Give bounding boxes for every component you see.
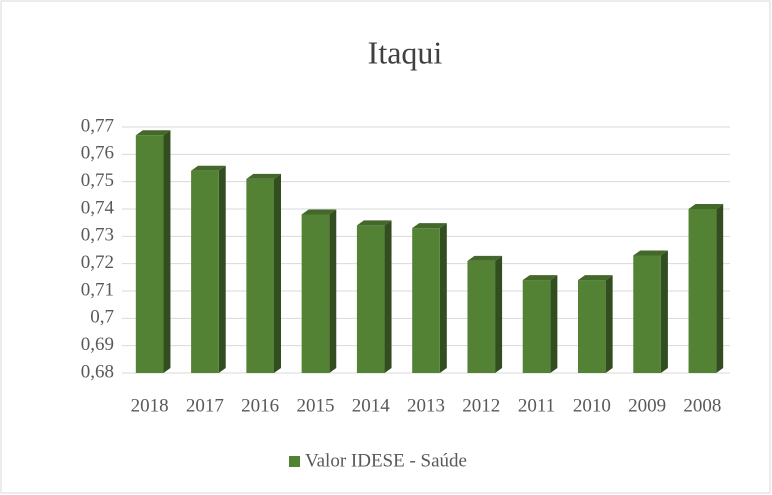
y-tick-label: 0,77 <box>81 115 114 136</box>
bar-top <box>356 220 392 226</box>
y-tick-label: 0,69 <box>81 334 114 355</box>
y-tick-label: 0,72 <box>81 252 114 273</box>
y-tick-label: 0,76 <box>81 143 114 164</box>
x-tick-label: 2015 <box>296 395 334 416</box>
bar-side <box>384 220 392 373</box>
bar <box>356 220 392 373</box>
bar-front <box>412 228 440 373</box>
bar-front <box>578 280 606 373</box>
bar-top <box>135 130 171 136</box>
bar <box>522 275 558 373</box>
bar-side <box>716 204 724 373</box>
x-tick-label: 2017 <box>186 395 224 416</box>
x-tick-label: 2012 <box>462 395 500 416</box>
bar-front <box>356 225 385 373</box>
bar-side <box>218 165 226 373</box>
y-tick-label: 0,68 <box>81 361 114 382</box>
bar-top <box>246 173 281 179</box>
x-tick-label: 2011 <box>518 395 555 416</box>
bar-front <box>633 255 661 373</box>
bar-top <box>633 250 668 256</box>
y-tick-label: 0,71 <box>81 279 114 300</box>
bar-front <box>191 170 219 373</box>
bar-top <box>301 209 337 215</box>
chart-title: Itaqui <box>368 34 443 70</box>
bar-top <box>578 275 613 281</box>
bar-side <box>550 275 558 373</box>
bar-top <box>522 275 558 281</box>
y-tick-label: 0,75 <box>81 170 114 191</box>
bar <box>633 250 668 373</box>
x-tick-label: 2013 <box>407 395 445 416</box>
y-tick-label: 0,74 <box>81 197 115 218</box>
bar <box>578 275 613 373</box>
x-tick-label: 2010 <box>573 395 611 416</box>
bar-front <box>135 135 164 373</box>
bar-side <box>274 173 281 373</box>
legend-swatch <box>289 456 300 467</box>
bar <box>135 130 171 373</box>
bar-side <box>660 250 668 373</box>
bar-top <box>191 165 226 171</box>
x-tick-label: 2014 <box>352 395 391 416</box>
bar <box>467 255 503 373</box>
bar-front <box>467 260 496 373</box>
bar-front <box>246 178 274 373</box>
x-tick-label: 2018 <box>131 395 169 416</box>
bar-front <box>688 209 717 373</box>
bar <box>301 209 337 373</box>
bar <box>246 173 281 373</box>
legend-label: Valor IDESE - Saúde <box>305 450 467 471</box>
bar-top <box>467 255 503 261</box>
bar-side <box>439 223 447 373</box>
y-tick-label: 0,73 <box>81 225 114 246</box>
x-tick-label: 2008 <box>683 395 721 416</box>
bar-side <box>495 255 503 373</box>
x-tick-label: 2009 <box>628 395 666 416</box>
bar-front <box>301 214 330 373</box>
bar-top <box>412 223 447 229</box>
bar-side <box>329 209 337 373</box>
bar <box>688 204 724 373</box>
bar-top <box>688 204 724 209</box>
bar <box>412 223 447 373</box>
bar-front <box>522 280 551 373</box>
bar-side <box>605 275 613 373</box>
x-tick-label: 2016 <box>241 395 279 416</box>
bar-side <box>163 130 171 373</box>
y-tick-label: 0,7 <box>90 307 114 328</box>
bar <box>191 165 226 373</box>
